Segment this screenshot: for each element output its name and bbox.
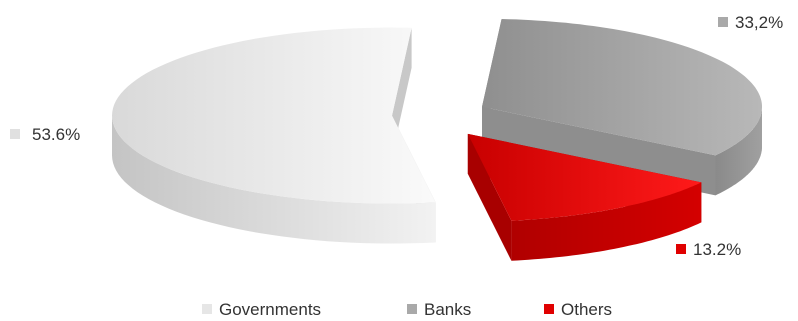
legend: Governments Banks Others (202, 300, 612, 319)
legend-label-others: Others (561, 300, 612, 319)
pie-slice-governments (112, 27, 436, 244)
pie-side-banks (715, 106, 762, 196)
pie-top-others (467, 133, 702, 221)
pie-edge-governments-1 (392, 27, 412, 156)
data-label-governments-swatch (10, 129, 20, 139)
legend-swatch-governments (202, 304, 212, 314)
legend-item-banks: Banks (407, 300, 471, 319)
data-label-banks-text: 33,2% (735, 13, 783, 32)
pie-side-governments (112, 115, 436, 244)
data-label-others-text: 13.2% (693, 240, 741, 259)
data-label-others: 13.2% (676, 240, 741, 259)
data-label-others-swatch (676, 244, 686, 254)
pie-top-governments (112, 27, 436, 204)
pie-slice-others (467, 133, 702, 261)
pie-side-others (511, 182, 702, 261)
data-label-banks: 33,2% (718, 13, 783, 32)
data-label-governments-text: 53.6% (32, 125, 80, 144)
pie-top-banks (482, 19, 762, 156)
legend-item-governments: Governments (202, 300, 321, 319)
legend-swatch-others (544, 304, 554, 314)
data-label-governments: 53.6% (10, 125, 80, 144)
legend-label-governments: Governments (219, 300, 321, 319)
legend-item-others: Others (544, 300, 612, 319)
legend-label-banks: Banks (424, 300, 471, 319)
pie-slices (112, 19, 762, 261)
legend-swatch-banks (407, 304, 417, 314)
data-label-banks-swatch (718, 17, 728, 27)
